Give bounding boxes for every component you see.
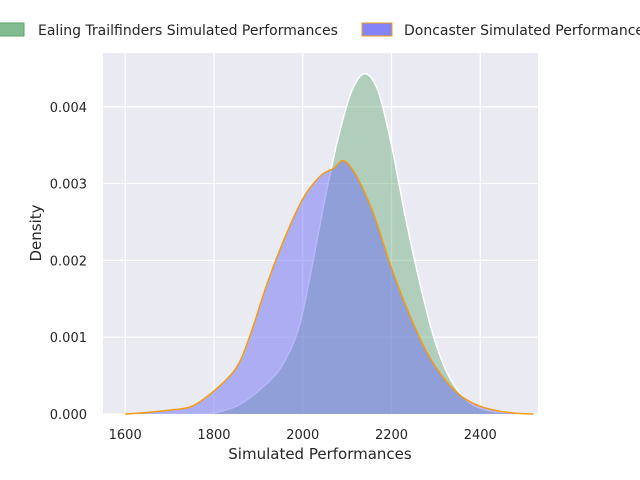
y-tick-label: 0.004 [50,101,87,116]
y-tick-label: 0.003 [50,178,87,193]
legend-label-doncaster: Doncaster Simulated Performances [404,23,640,39]
x-tick-label: 1800 [197,428,230,443]
x-tick-label: 2400 [464,428,497,443]
legend-swatch-doncaster [361,22,393,37]
legend-label-ealing: Ealing Trailfinders Simulated Performanc… [38,23,338,39]
y-tick-label: 0.001 [50,331,87,346]
density-areas [125,72,534,415]
y-tick-label: 0.002 [50,254,87,269]
legend-swatch-ealing [0,22,25,37]
y-tick-label: 0.000 [50,408,87,423]
density-line-doncaster [125,159,534,415]
x-tick-label: 2000 [286,428,319,443]
y-axis-label: Density [27,204,45,261]
x-tick-label: 2200 [375,428,408,443]
x-axis-label: Simulated Performances [228,445,412,463]
x-axis-ticks: 1600 1800 2000 2200 2400 [109,428,497,443]
legend: Ealing Trailfinders Simulated Performanc… [0,22,640,39]
y-axis-ticks: 0.000 0.001 0.002 0.003 0.004 [50,101,87,423]
x-tick-label: 1600 [109,428,142,443]
density-area-doncaster [125,160,534,414]
